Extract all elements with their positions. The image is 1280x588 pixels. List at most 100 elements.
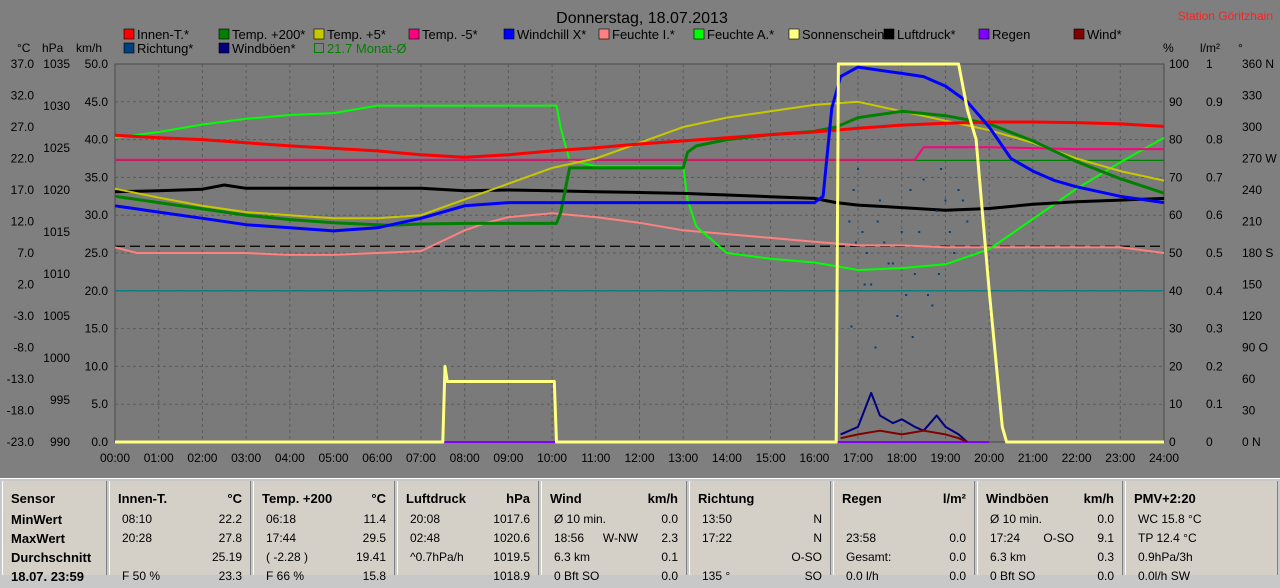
- stat-value: SO: [804, 569, 822, 583]
- tick-label-c: 17.0: [11, 183, 35, 197]
- stat-column: Windböen km/h Ø 10 min. 0.0 17:24 O-SO 9.1 6.3 …: [977, 481, 1123, 583]
- stat-label: 0.0l/h SW: [1138, 569, 1191, 583]
- tick-label-x: 17:00: [843, 451, 873, 465]
- stat-row: Gesamt: 0.0: [834, 550, 974, 569]
- tick-label-hpa: 1025: [43, 141, 70, 155]
- stat-label: F 66 %: [266, 569, 305, 583]
- tick-label-kmh: 25.0: [85, 246, 109, 260]
- legend-label: Temp. +5*: [327, 27, 386, 42]
- direction-point: [913, 273, 916, 275]
- tick-label-c: 7.0: [17, 246, 34, 260]
- tick-label-pct: 20: [1169, 359, 1183, 373]
- direction-point: [944, 199, 947, 202]
- stat-row: 17:24 O-SO 9.1: [978, 531, 1122, 550]
- tick-label-kmh: 0.0: [91, 435, 108, 449]
- tick-label-lm2: 0.1: [1206, 397, 1223, 411]
- tick-label-deg: 30: [1242, 404, 1256, 418]
- stat-value: 0.0: [1097, 512, 1114, 526]
- stat-column: Wind km/h Ø 10 min. 0.0 18:56 W-NW 2.3 6.3 km 0.…: [541, 481, 687, 583]
- stat-unit: km/h: [1083, 491, 1114, 506]
- tick-label-kmh: 30.0: [85, 208, 109, 222]
- stat-row: 0.0 l/h 0.0: [834, 569, 974, 588]
- series-line: [840, 391, 968, 443]
- tick-label-x: 12:00: [624, 451, 654, 465]
- legend-swatch: [598, 28, 610, 40]
- stat-label: 06:18: [266, 512, 297, 526]
- stat-title: Luftdruck: [406, 491, 466, 506]
- legend-label: Sonnenschein: [802, 27, 884, 42]
- axis-unit-lm2: l/m²: [1200, 41, 1220, 55]
- legend-label: Temp. -5*: [422, 27, 478, 42]
- tick-label-kmh: 5.0: [91, 397, 108, 411]
- tick-label-x: 18:00: [887, 451, 917, 465]
- tick-label-x: 00:00: [100, 451, 130, 465]
- tick-label-pct: 10: [1169, 397, 1183, 411]
- direction-point: [922, 178, 925, 181]
- tick-label-lm2: 0: [1206, 435, 1213, 449]
- stat-column: Sensor MinWert MaxWert Durchschnitt 18.07. 2…: [2, 481, 107, 584]
- stat-title: Temp. +200: [262, 491, 333, 506]
- stat-row: 25.19: [110, 550, 250, 569]
- stat-title: Regen: [842, 491, 882, 506]
- tick-label-kmh: 10.0: [85, 359, 109, 373]
- legend-label: Temp. +200*: [232, 27, 305, 42]
- tick-label-c: 2.0: [17, 278, 34, 292]
- tick-label-deg: 330: [1242, 89, 1262, 103]
- stat-value: O-SO: [791, 550, 822, 564]
- tick-label-x: 14:00: [712, 451, 742, 465]
- stat-label: 18:56: [554, 531, 585, 545]
- legend-label: Feuchte A.*: [707, 27, 774, 42]
- direction-point: [926, 294, 929, 296]
- tick-label-hpa: 995: [50, 393, 70, 407]
- tick-label-pct: 30: [1169, 322, 1183, 336]
- direction-point: [848, 220, 851, 223]
- direction-point: [931, 304, 934, 307]
- stat-header-row: PMV+2:20: [1126, 491, 1277, 510]
- stat-value: 0.0: [661, 512, 678, 526]
- tick-label-c: 37.0: [11, 57, 35, 71]
- tick-label-hpa: 1010: [43, 267, 70, 281]
- stat-row: 1018.9: [398, 569, 538, 588]
- stat-value: 0.0: [949, 569, 966, 583]
- stat-label: 135 °: [702, 569, 731, 583]
- stat-value: 0.0: [661, 569, 678, 583]
- series-line: [114, 104, 1165, 271]
- legend-swatch: [883, 28, 895, 40]
- tick-label-deg: 120: [1242, 309, 1262, 323]
- stat-header-row: Windböen km/h: [978, 491, 1122, 510]
- stat-label: 20:08: [410, 512, 441, 526]
- stat-value: 0.0: [949, 531, 966, 545]
- legend-label: Luftdruck*: [897, 27, 956, 42]
- tick-label-x: 07:00: [406, 451, 436, 465]
- tick-label-lm2: 1: [1206, 57, 1213, 71]
- tick-label-deg: 210: [1242, 215, 1262, 229]
- tick-label-x: 06:00: [362, 451, 392, 465]
- tick-label-x: 03:00: [231, 451, 261, 465]
- tick-label-pct: 80: [1169, 133, 1183, 147]
- stat-direction: W-NW: [602, 531, 638, 545]
- stat-row: 18.07. 23:59: [3, 569, 106, 588]
- tick-label-kmh: 45.0: [85, 95, 109, 109]
- tick-label-kmh: 35.0: [85, 170, 109, 184]
- stat-column: Temp. +200 °C 06:18 11.4 17:44 29.5( -2.28 ) 1…: [253, 481, 395, 583]
- direction-point: [863, 283, 866, 286]
- tick-label-pct: 60: [1169, 208, 1183, 222]
- stat-header-row: Richtung: [690, 491, 830, 510]
- legend-label: Richtung*: [137, 41, 193, 56]
- stat-row: 23:58 0.0: [834, 531, 974, 550]
- stat-row: Durchschnitt: [3, 550, 106, 569]
- stat-value: 1018.9: [493, 569, 530, 583]
- tick-label-hpa: 1020: [43, 183, 70, 197]
- direction-point: [850, 325, 853, 328]
- stat-label: 02:48: [410, 531, 441, 545]
- series-line: [114, 65, 1165, 233]
- tick-label-pct: 70: [1169, 170, 1183, 184]
- legend-label: Regen: [992, 27, 1030, 42]
- legend-label: Wind*: [1087, 27, 1122, 42]
- stat-label: ( -2.28 ): [266, 550, 309, 564]
- stat-title: Wind: [550, 491, 582, 506]
- stat-row: 135 ° SO: [690, 569, 830, 588]
- axis-unit-c: °C: [17, 41, 31, 55]
- stat-label: Ø 10 min.: [990, 512, 1043, 526]
- legend-swatch: [408, 28, 420, 40]
